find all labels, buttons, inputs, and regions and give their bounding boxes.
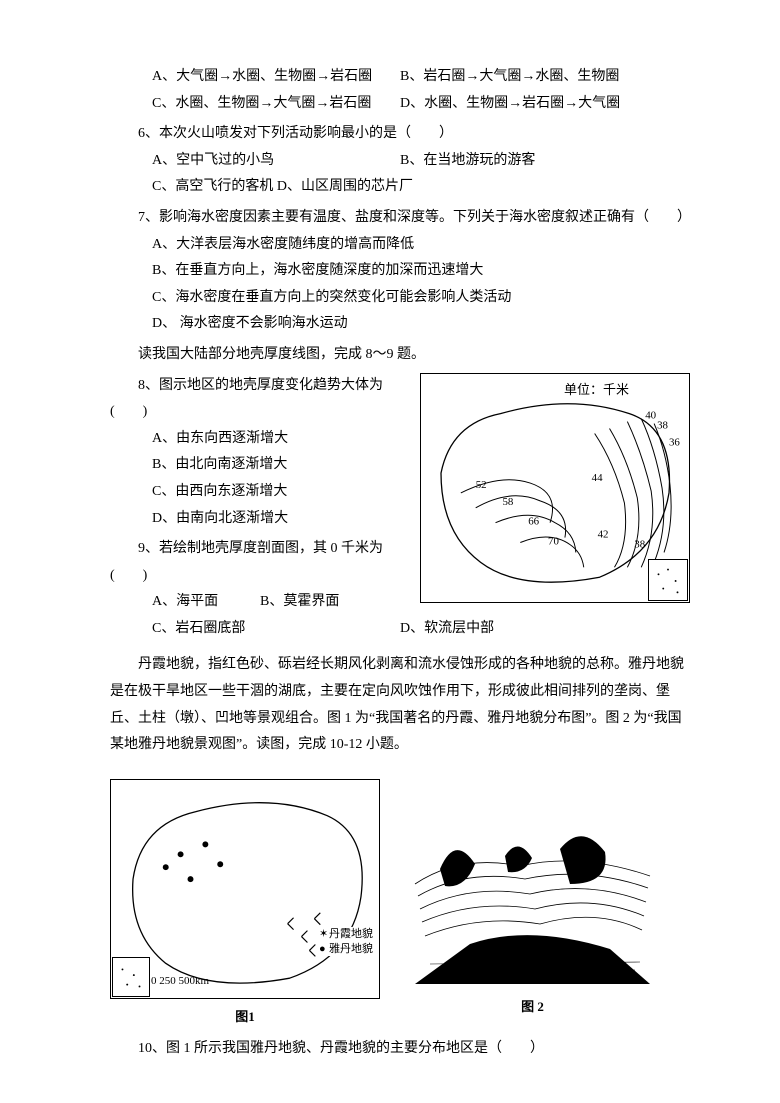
- fig1-scalebar: 0 250 500km: [151, 971, 209, 992]
- contour-66: 66: [528, 515, 539, 527]
- fig1-scale-text: 0 250 500km: [151, 975, 209, 987]
- q7-optA: A、大洋表层海水密度随纬度的增高而降低: [110, 232, 690, 259]
- figure-pair: ✶丹霞地貌 ●雅丹地貌 0 250 500km 图1: [110, 779, 690, 1030]
- fig1-wrap: ✶丹霞地貌 ●雅丹地貌 0 250 500km 图1: [110, 779, 380, 1030]
- q9-row2: C、岩石圈底部 D、软流层中部: [110, 616, 690, 643]
- legend-danxia: 丹霞地貌: [329, 928, 373, 940]
- legend-yadan: 雅丹地貌: [329, 943, 373, 955]
- q9-row1: A、海平面 B、莫霍界面: [110, 589, 410, 616]
- passage-danxia-yadan: 丹霞地貌，指红色砂、砾岩经长期风化剥离和流水侵蚀形成的各种地貌的总称。雅丹地貌是…: [110, 652, 690, 758]
- contour-40: 40: [645, 409, 656, 421]
- q5-optB: B、岩石圈→大气圈→水圈、生物圈: [400, 64, 690, 91]
- contour-52: 52: [476, 479, 487, 491]
- contour-44: 44: [592, 472, 603, 484]
- fig2-wrap: 图 2: [410, 814, 655, 1020]
- q5-optD: D、水圈、生物圈→岩石圈→大气圈: [400, 91, 690, 118]
- crust-map-inset: [648, 559, 688, 601]
- q10-stem: 10、图 1 所示我国雅丹地貌、丹霞地貌的主要分布地区是（ ）: [110, 1036, 690, 1063]
- q6-optD: D、山区周围的芯片厂: [277, 179, 413, 194]
- q5-options-row1: A、大气圈→水圈、生物圈→岩石圈 B、岩石圈→大气圈→水圈、生物圈: [110, 64, 690, 91]
- q7-optC: C、海水密度在垂直方向上的突然变化可能会影响人类活动: [110, 285, 690, 312]
- fig1-legend: ✶丹霞地貌 ●雅丹地貌: [319, 927, 373, 956]
- contour-42: 42: [598, 528, 609, 540]
- fig-unit-label: 单位：千米: [564, 378, 629, 403]
- q5-optC: C、水圈、生物圈→大气圈→岩石圈: [110, 91, 400, 118]
- q7-optD: D、 海水密度不会影响海水运动: [110, 311, 690, 338]
- q7-optB: B、在垂直方向上，海水密度随深度的加深而迅速增大: [110, 258, 690, 285]
- q6-options-row1: A、空中飞过的小鸟 B、在当地游玩的游客: [110, 148, 690, 175]
- contour-70: 70: [548, 535, 559, 547]
- fig1-inset: [112, 957, 150, 997]
- q6-optB: B、在当地游玩的游客: [400, 148, 690, 175]
- fig2-caption: 图 2: [521, 995, 544, 1020]
- q9-optA: A、海平面: [110, 589, 260, 616]
- q6-stem: 6、本次火山喷发对下列活动影响最小的是（ ）: [110, 121, 690, 148]
- contour-36: 36: [669, 436, 680, 448]
- q9-optD: D、软流层中部: [400, 616, 690, 643]
- q9-optB: B、莫霍界面: [260, 589, 410, 616]
- contour-38a: 38: [657, 419, 668, 431]
- contour-58: 58: [502, 495, 513, 507]
- q6-options-row2: C、高空飞行的客机 D、山区周围的芯片厂: [110, 174, 690, 201]
- q7-stem: 7、影响海水密度因素主要有温度、盐度和深度等。下列关于海水密度叙述正确有（ ）: [110, 205, 690, 232]
- intro-8-9: 读我国大陆部分地壳厚度线图，完成 8～9 题。: [110, 342, 690, 369]
- contour-38b: 38: [634, 538, 645, 550]
- q5-options-row2: C、水圈、生物圈→大气圈→岩石圈 D、水圈、生物圈→岩石圈→大气圈: [110, 91, 690, 118]
- figure-1-distribution-map: ✶丹霞地貌 ●雅丹地貌 0 250 500km: [110, 779, 380, 999]
- q6-optA: A、空中飞过的小鸟: [110, 148, 400, 175]
- figure-2-yadan-landscape: [410, 814, 655, 989]
- q6-optC: C、高空飞行的客机: [152, 179, 273, 194]
- q5-optA: A、大气圈→水圈、生物圈→岩石圈: [110, 64, 400, 91]
- fig1-caption: 图1: [110, 1005, 380, 1030]
- figure-crust-thickness-map: 单位：千米 52 58 66 70 44 42 40 38 38 36: [420, 373, 690, 603]
- q9-optC: C、岩石圈底部: [110, 616, 400, 643]
